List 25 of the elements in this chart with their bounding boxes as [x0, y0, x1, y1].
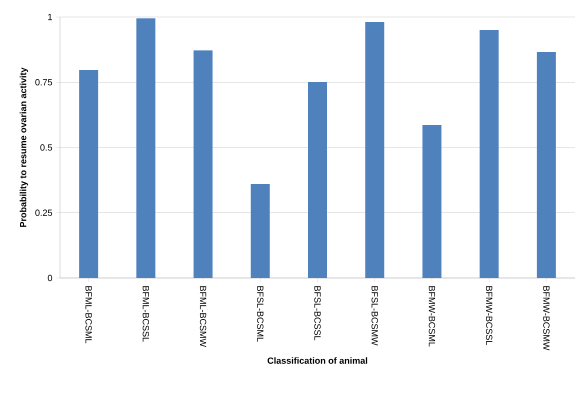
- bar: [365, 22, 384, 278]
- bar: [308, 82, 328, 278]
- x-tick-label: BFSL-BCSSL: [314, 286, 321, 340]
- x-tick-label: BFMW-BCSML: [428, 286, 436, 347]
- x-tick-label: BFSL-BCSML: [257, 286, 264, 342]
- x-tick-label: BFMW-BCSSL: [486, 286, 492, 346]
- x-tick-label: BFMW-BCSMW: [543, 286, 550, 350]
- y-axis-title: Probability to resume ovarian activity: [20, 68, 28, 227]
- x-tick-label: BFML-BCSMW: [200, 286, 206, 347]
- x-tick-label: BFML-BCSSL: [142, 286, 150, 342]
- y-tick-label: 0: [48, 274, 52, 282]
- y-tick-label: 0.75: [35, 79, 52, 86]
- bar: [250, 184, 270, 278]
- x-tick-label: BFSL-BCSMW: [372, 286, 378, 346]
- bar: [536, 52, 556, 278]
- x-tick-label: BFML-BCSML: [85, 286, 92, 344]
- y-tick-label: 0.25: [35, 210, 52, 216]
- bar: [480, 30, 499, 278]
- bar: [194, 50, 213, 278]
- y-tick-label: 0.5: [40, 144, 52, 151]
- bar: [136, 18, 156, 278]
- y-tick-label: 1: [48, 14, 52, 20]
- bar: [79, 70, 98, 278]
- bar: [422, 125, 442, 278]
- x-axis-title: Classification of animal: [268, 357, 368, 364]
